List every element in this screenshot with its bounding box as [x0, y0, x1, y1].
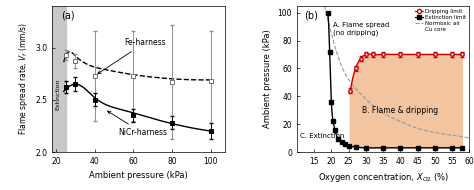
Text: C. Extinction: C. Extinction — [301, 133, 345, 139]
Text: Fe-harness: Fe-harness — [98, 38, 165, 74]
X-axis label: Ambient pressure (kPa): Ambient pressure (kPa) — [89, 171, 188, 180]
Text: B. Flame & dripping: B. Flame & dripping — [362, 106, 438, 115]
X-axis label: Oxygen concentration, $X_{O2}$ (%): Oxygen concentration, $X_{O2}$ (%) — [318, 171, 448, 184]
Text: A. Flame spread
(no dripping): A. Flame spread (no dripping) — [333, 22, 389, 36]
Text: Extinction: Extinction — [56, 79, 61, 110]
Text: (b): (b) — [304, 10, 318, 20]
Polygon shape — [350, 55, 462, 148]
Y-axis label: Ambient pressure (kPa): Ambient pressure (kPa) — [263, 29, 272, 128]
Y-axis label: Flame spread rate, $V_f$ (mm/s): Flame spread rate, $V_f$ (mm/s) — [17, 22, 29, 135]
Bar — [52, 6, 66, 152]
Legend: Dripping limit, Extinction limit, Normoxic air, Cu core: Dripping limit, Extinction limit, Normox… — [414, 9, 466, 32]
Text: (a): (a) — [61, 10, 74, 20]
Text: NiCr-harness: NiCr-harness — [108, 111, 167, 137]
